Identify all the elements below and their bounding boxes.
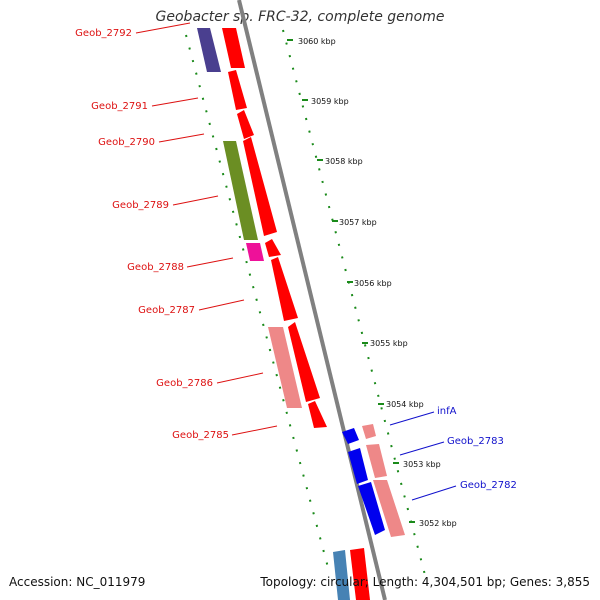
gene-geob-2787-feature[interactable]: [271, 257, 298, 321]
gene-label-geob-2787[interactable]: Geob_2787: [138, 305, 195, 316]
gene-infa-blue-feature[interactable]: [342, 428, 359, 444]
inner-tick-ring-right: [282, 29, 426, 576]
gene-label-geob-2790[interactable]: Geob_2790: [98, 137, 155, 148]
gene-geob-2788-red-feature[interactable]: [265, 239, 281, 257]
gene-geob-2783-pink-feature[interactable]: [366, 444, 387, 478]
gene-bottom-steel-feature[interactable]: [333, 550, 350, 600]
gene-geob-2786-red-feature[interactable]: [288, 322, 320, 402]
gene-geob-2792-strand-feature[interactable]: [222, 28, 245, 68]
scale-label-3053: 3053 kbp: [403, 460, 441, 469]
scale-label-3057: 3057 kbp: [339, 218, 377, 227]
scale-label-3055: 3055 kbp: [370, 339, 408, 348]
gene-label-geob-2792[interactable]: Geob_2792: [75, 28, 132, 39]
gene-label-geob-2788[interactable]: Geob_2788: [127, 262, 184, 273]
accession-text: Accession: NC_011979: [9, 575, 146, 589]
gene-geob-2785-feature[interactable]: [308, 401, 327, 428]
scale-label-3056: 3056 kbp: [354, 279, 392, 288]
gene-geob-2792-feature[interactable]: [197, 28, 221, 72]
left-label-connectors: [135, 22, 278, 436]
gene-geob-2782-blue-feature[interactable]: [358, 482, 385, 535]
scale-label-3060: 3060 kbp: [298, 37, 336, 46]
gene-label-geob-2789[interactable]: Geob_2789: [112, 200, 169, 211]
topology-text: Topology: circular; Length: 4,304,501 bp…: [260, 575, 590, 589]
scale-label-3058: 3058 kbp: [325, 157, 363, 166]
scale-label-3052: 3052 kbp: [419, 519, 457, 528]
gene-geob-2789-olive-feature[interactable]: [223, 141, 258, 240]
gene-label-infa[interactable]: infA: [437, 406, 457, 417]
gene-infa-pink-feature[interactable]: [362, 424, 376, 439]
gene-geob-2786-pink-feature[interactable]: [268, 327, 302, 408]
gene-geob-2788-magenta-feature[interactable]: [246, 243, 264, 261]
gene-geob-2789-red-feature[interactable]: [243, 137, 277, 236]
genome-backbone: [237, 0, 387, 600]
outer-tick-ring-left: [185, 34, 331, 576]
scale-label-3054: 3054 kbp: [386, 400, 424, 409]
gene-geob-2783-blue-feature[interactable]: [348, 448, 368, 484]
gene-geob-2790-feature[interactable]: [237, 110, 254, 139]
gene-label-geob-2783[interactable]: Geob_2783: [447, 436, 504, 447]
gene-bottom-red-feature[interactable]: [350, 548, 370, 600]
right-label-connectors: [389, 411, 457, 501]
scale-label-3059: 3059 kbp: [311, 97, 349, 106]
gene-label-geob-2786[interactable]: Geob_2786: [156, 378, 213, 389]
map-title: Geobacter sp. FRC-32, complete genome: [155, 9, 445, 25]
gene-label-geob-2785[interactable]: Geob_2785: [172, 430, 229, 441]
gene-label-geob-2782[interactable]: Geob_2782: [460, 480, 517, 491]
gene-geob-2791-feature[interactable]: [228, 70, 247, 110]
gene-geob-2782-pink-feature[interactable]: [373, 480, 405, 537]
scale-tick-marks: [287, 39, 415, 523]
gene-label-geob-2791[interactable]: Geob_2791: [91, 101, 148, 112]
